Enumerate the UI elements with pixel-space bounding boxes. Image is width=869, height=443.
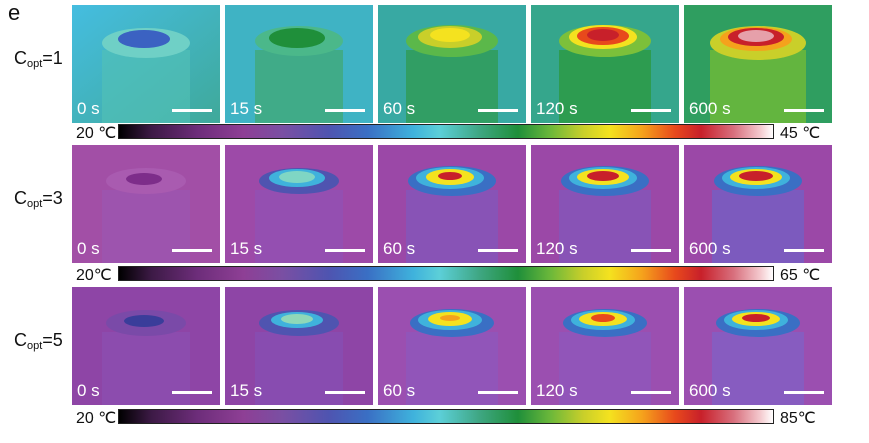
row-label-copt-1: Copt=1 [14, 48, 63, 70]
colorbar-max-label: 45 ℃ [780, 125, 821, 142]
thermal-image [378, 287, 526, 405]
row-label-sub: opt [27, 198, 43, 210]
row-label-main: C [14, 330, 27, 350]
scale-bar [478, 109, 518, 112]
scale-bar [631, 391, 671, 394]
time-label: 0 s [77, 99, 100, 118]
thermal-frame-row1-0s: 0 s [72, 5, 220, 123]
thermal-image [684, 5, 832, 123]
row-label-copt-3: Copt=3 [14, 188, 63, 210]
row-label-sub: opt [27, 58, 43, 70]
colorbar-min-label: 20℃ [76, 267, 112, 284]
scale-bar [784, 391, 824, 394]
time-label: 600 s [689, 99, 731, 118]
scale-bar [784, 249, 824, 252]
thermal-image [72, 5, 220, 123]
row-label-value: =5 [42, 330, 63, 350]
time-label: 15 s [230, 381, 263, 400]
thermal-frame-row1-60s: 60 s [378, 5, 526, 123]
colorbar-max-label: 65 ℃ [780, 267, 821, 284]
thermal-image [684, 287, 832, 405]
row-label-main: C [14, 48, 27, 68]
thermal-frame-row2-60s: 60 s [378, 145, 526, 263]
scale-bar [631, 109, 671, 112]
time-label: 120 s [536, 99, 578, 118]
row-label-value: =3 [42, 188, 63, 208]
scale-bar [478, 249, 518, 252]
thermal-image [684, 145, 832, 263]
thermal-image [225, 145, 373, 263]
time-label: 15 s [230, 99, 263, 118]
thermal-image [72, 287, 220, 405]
row-label-main: C [14, 188, 27, 208]
time-label: 0 s [77, 239, 100, 258]
colorbar-row3: 20 ℃ 85℃ [0, 406, 869, 428]
row-label-copt-5: Copt=5 [14, 330, 63, 352]
scale-bar [325, 391, 365, 394]
thermal-image [531, 287, 679, 405]
row-label-sub: opt [27, 340, 43, 352]
thermal-frame-row3-120s: 120 s [531, 287, 679, 405]
scale-bar [631, 249, 671, 252]
colorbar-row1: 20 ℃ 45 ℃ [0, 121, 869, 143]
colorbar-row2: 20℃ 65 ℃ [0, 263, 869, 285]
colorbar-min-label: 20 ℃ [76, 410, 117, 427]
scale-bar [325, 109, 365, 112]
panel-letter: e [8, 0, 21, 25]
thermal-frame-row3-15s: 15 s [225, 287, 373, 405]
thermal-frame-row2-120s: 120 s [531, 145, 679, 263]
thermal-image [378, 5, 526, 123]
colorbar-min-label: 20 ℃ [76, 125, 117, 142]
time-label: 60 s [383, 239, 416, 258]
time-label: 120 s [536, 381, 578, 400]
thermal-frame-row2-15s: 15 s [225, 145, 373, 263]
thermal-image [531, 5, 679, 123]
thermal-frame-row3-600s: 600 s [684, 287, 832, 405]
thermal-image [72, 145, 220, 263]
thermal-frame-row3-60s: 60 s [378, 287, 526, 405]
colorbar [118, 409, 774, 424]
thermal-image [378, 145, 526, 263]
scale-bar [172, 391, 212, 394]
time-label: 60 s [383, 381, 416, 400]
thermal-frame-row1-600s: 600 s [684, 5, 832, 123]
time-label: 600 s [689, 381, 731, 400]
thermal-image [225, 287, 373, 405]
scale-bar [784, 109, 824, 112]
thermal-image [225, 5, 373, 123]
row-label-value: =1 [42, 48, 63, 68]
colorbar [118, 124, 774, 139]
colorbar [118, 266, 774, 281]
colorbar-max-label: 85℃ [780, 410, 816, 427]
thermal-frame-row3-0s: 0 s [72, 287, 220, 405]
thermal-image [531, 145, 679, 263]
thermal-frame-row2-0s: 0 s [72, 145, 220, 263]
scale-bar [478, 391, 518, 394]
time-label: 600 s [689, 239, 731, 258]
thermal-frame-row1-15s: 15 s [225, 5, 373, 123]
scale-bar [172, 249, 212, 252]
time-label: 15 s [230, 239, 263, 258]
thermal-frame-row1-120s: 120 s [531, 5, 679, 123]
thermal-frame-row2-600s: 600 s [684, 145, 832, 263]
scale-bar [325, 249, 365, 252]
scale-bar [172, 109, 212, 112]
time-label: 0 s [77, 381, 100, 400]
time-label: 60 s [383, 99, 416, 118]
time-label: 120 s [536, 239, 578, 258]
